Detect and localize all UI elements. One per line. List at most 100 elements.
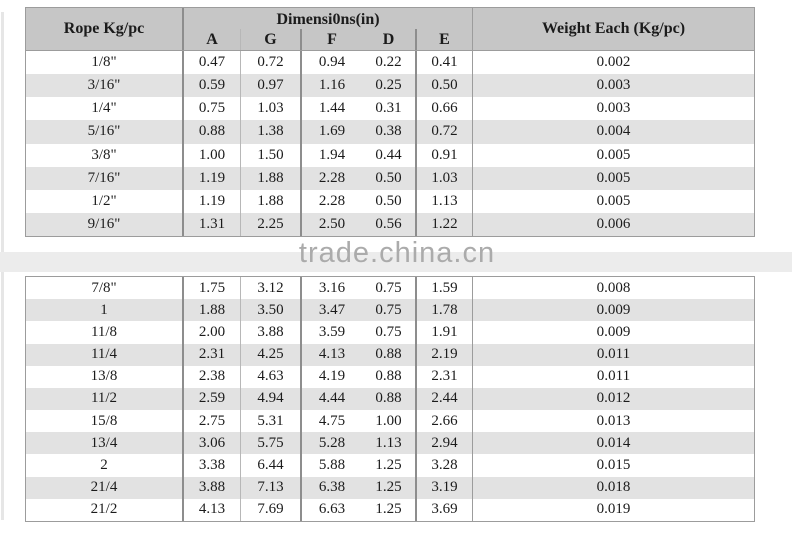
cell-e: 2.31: [417, 365, 473, 388]
cell-f: 4.13: [318, 346, 346, 363]
cell-d: 0.75: [362, 277, 417, 300]
cell-a: 1.00: [184, 143, 241, 167]
cell-e: 2.94: [417, 432, 473, 455]
cell-g: 1.88: [241, 166, 302, 190]
rope-dimensions-table-lower: 7/8" 1.75 3.12 3.16 0.75 1.59 0.008 1 1.88 3.50 3.…: [25, 276, 755, 522]
table-row: 21/2 4.13 7.69 6.63 1.25 3.69 0.019: [26, 498, 754, 521]
cell-rope: 21/2: [26, 498, 184, 521]
cell-g: 1.03: [241, 97, 302, 121]
cell-a: 4.13: [184, 498, 241, 521]
cell-d: 0.88: [362, 387, 417, 411]
cell-d: 0.25: [362, 74, 417, 98]
table-body-upper: 1/8" 0.47 0.72 0.94 0.22 0.41 0.002 3/16" 0.59 0.…: [26, 51, 754, 236]
header-letter-a: A: [184, 29, 241, 50]
cell-weight: 0.011: [596, 368, 631, 385]
cell-a: 0.59: [184, 74, 241, 98]
cell-rope: 11/8: [26, 321, 184, 344]
cell-rope: 13/8: [26, 365, 184, 388]
cell-e: 1.13: [417, 189, 473, 213]
cell-rope: 1/4": [26, 97, 184, 121]
cell-weight: 0.009: [596, 323, 631, 340]
cell-a: 2.31: [184, 343, 241, 366]
cell-g: 3.12: [241, 277, 302, 300]
header-letter-f: F: [327, 30, 337, 48]
cell-f: 3.16: [318, 279, 346, 296]
cell-rope: 1/2": [26, 189, 184, 213]
cell-rope: 11/4: [26, 343, 184, 366]
cell-d: 1.25: [362, 498, 417, 521]
cell-g: 5.31: [241, 410, 302, 433]
table-row: 11/8 2.00 3.88 3.59 0.75 1.91 0.009: [26, 321, 754, 344]
cell-f: 5.28: [318, 434, 346, 451]
cell-rope: 7/8": [26, 277, 184, 300]
cell-f: 0.94: [318, 54, 346, 71]
cell-rope: 1/8": [26, 51, 184, 75]
table-row: 3/8" 1.00 1.50 1.94 0.44 0.91 0.005: [26, 143, 754, 167]
header-dimensions-label: Dimensi0ns(in): [276, 11, 380, 28]
header-letter-d: D: [362, 29, 417, 50]
cell-g: 4.25: [241, 343, 302, 366]
cell-d: 1.25: [362, 476, 417, 499]
cell-f: 3.59: [318, 323, 346, 340]
cell-weight: 0.012: [596, 390, 631, 407]
table-row: 11/2 2.59 4.94 4.44 0.88 2.44 0.012: [26, 387, 754, 411]
cell-g: 0.97: [241, 74, 302, 98]
cell-g: 7.69: [241, 498, 302, 521]
cell-e: 1.22: [417, 212, 473, 236]
header-letter-e: E: [439, 30, 450, 48]
cell-f: 1.94: [318, 146, 346, 163]
cell-rope: 9/16": [26, 212, 184, 236]
cell-d: 0.50: [362, 166, 417, 190]
header-rope-size: Rope Kg/pc: [26, 8, 184, 50]
cell-f: 2.50: [318, 215, 346, 232]
table-row: 1 1.88 3.50 3.47 0.75 1.78 0.009: [26, 299, 754, 322]
cell-a: 3.06: [184, 432, 241, 455]
cell-a: 2.00: [184, 321, 241, 344]
cell-rope: 3/16": [26, 74, 184, 98]
table-body-lower: 7/8" 1.75 3.12 3.16 0.75 1.59 0.008 1 1.88 3.50 3.…: [26, 277, 754, 521]
cell-weight: 0.018: [596, 479, 631, 496]
cell-e: 1.91: [417, 321, 473, 344]
cell-rope: 2: [26, 454, 184, 477]
cell-g: 1.38: [241, 120, 302, 144]
cell-weight: 0.008: [596, 279, 631, 296]
cell-g: 3.50: [241, 299, 302, 322]
cell-rope: 3/8": [26, 143, 184, 167]
cell-d: 1.00: [362, 410, 417, 433]
cell-a: 2.75: [184, 410, 241, 433]
cell-e: 0.66: [417, 97, 473, 121]
cell-g: 1.88: [241, 189, 302, 213]
cell-weight: 0.003: [596, 77, 631, 94]
cell-e: 0.50: [417, 74, 473, 98]
cell-f: 6.38: [318, 479, 346, 496]
cell-g: 4.94: [241, 387, 302, 411]
cell-weight: 0.011: [596, 346, 631, 363]
cell-f: 4.75: [318, 412, 346, 429]
cell-e: 1.59: [417, 277, 473, 300]
table-row: 13/4 3.06 5.75 5.28 1.13 2.94 0.014: [26, 432, 754, 455]
cell-weight: 0.014: [596, 434, 631, 451]
cell-d: 1.13: [362, 432, 417, 455]
cell-a: 2.38: [184, 365, 241, 388]
cell-f: 5.88: [318, 457, 346, 474]
cell-rope: 15/8: [26, 410, 184, 433]
cell-weight: 0.005: [596, 169, 631, 186]
header-weight-each: Weight Each (Kg/pc): [541, 20, 686, 37]
cell-a: 3.88: [184, 476, 241, 499]
cell-rope: 1: [26, 299, 184, 322]
table-row: 13/8 2.38 4.63 4.19 0.88 2.31 0.011: [26, 365, 754, 388]
table-row: 11/4 2.31 4.25 4.13 0.88 2.19 0.011: [26, 343, 754, 366]
cell-weight: 0.006: [596, 215, 631, 232]
table-row: 1/4" 0.75 1.03 1.44 0.31 0.66 0.003: [26, 97, 754, 121]
cell-a: 1.88: [184, 299, 241, 322]
cell-e: 1.03: [417, 166, 473, 190]
cell-d: 0.56: [362, 212, 417, 236]
cell-e: 2.44: [417, 387, 473, 411]
cell-a: 0.75: [184, 97, 241, 121]
cell-weight: 0.005: [596, 146, 631, 163]
cell-d: 1.25: [362, 454, 417, 477]
